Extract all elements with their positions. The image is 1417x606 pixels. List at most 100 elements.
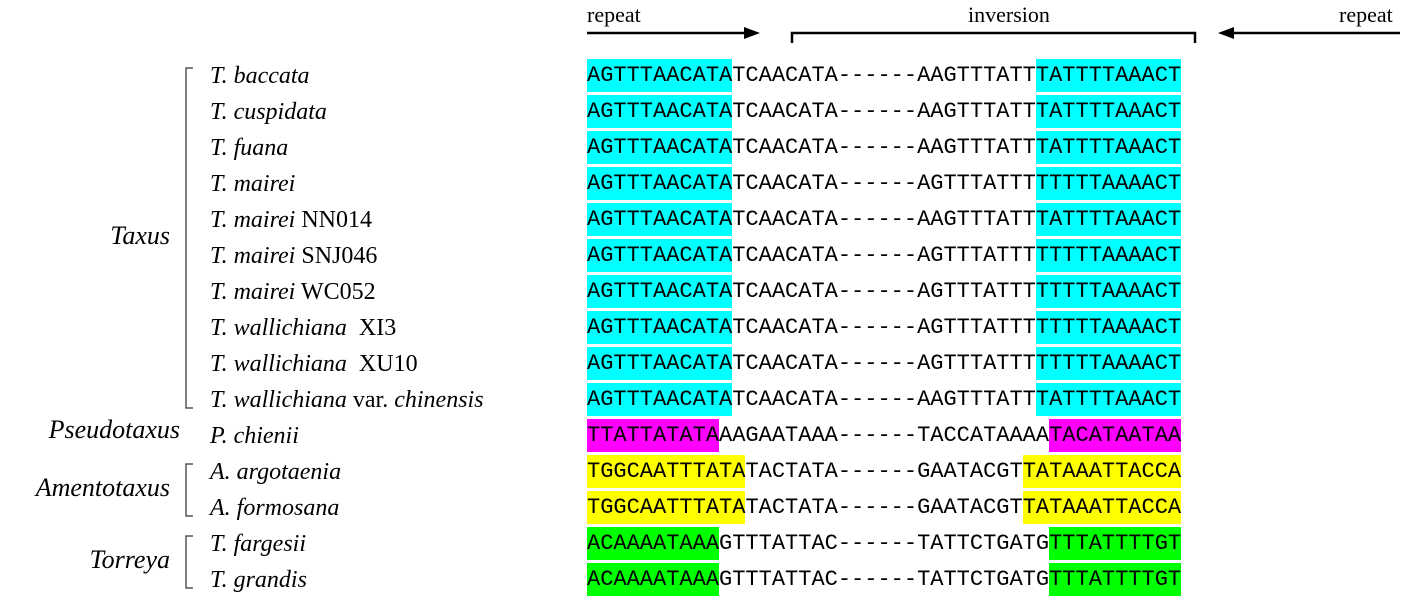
sequence-row: TTATTATATAAAGAATAAA------TACCATAAAATACAT… [587,419,1182,452]
repeat-right-segment: TTTTTAAAACT [1035,275,1182,308]
inversion-bracket [790,31,1197,43]
species-label: T. baccata [210,58,310,94]
repeat-right-segment: TATAAATTACCA [1022,491,1182,524]
genus-bracket [185,463,193,517]
repeat-right-segment: TTTTTAAAACT [1035,347,1182,380]
species-name-suffix: XU10 [346,351,418,377]
repeat-left-segment: AGTTTAACATA [587,95,733,128]
sequence-row: AGTTTAACATATCAACATA------AGTTTATTTTTTTTA… [587,347,1182,380]
species-name-italic: T. mairei [210,243,296,269]
repeat-left-segment: AGTTTAACATA [587,203,733,236]
sequence-row: ACAAAATAAAGTTTATTAC------TATTCTGATGTTTAT… [587,527,1182,560]
sequence-row: AGTTTAACATATCAACATA------AAGTTTATTTATTTT… [587,59,1182,92]
repeat-left-segment: TGGCAATTTATA [587,491,746,524]
species-label: T. wallichiana XI3 [210,310,396,346]
inversion-segment: TCAACATA------AGTTTATTT [732,351,1036,376]
sequence-row: TGGCAATTTATATACTATA------GAATACGTTATAAAT… [587,455,1182,488]
species-label: T. cuspidata [210,94,327,130]
species-name-suffix: SNJ046 [295,243,378,269]
inversion-segment: GTTTATTAC------TATTCTGATG [719,531,1050,556]
inversion-label: inversion [968,2,1050,27]
species-name-italic: T. baccata [210,63,310,89]
genus-label: Pseudotaxus [48,415,180,444]
sequence-row: AGTTTAACATATCAACATA------AAGTTTATTTATTTT… [587,95,1182,128]
inversion-segment: TACTATA------GAATACGT [745,495,1023,520]
inversion-segment: TCAACATA------AAGTTTATT [732,99,1036,124]
inversion-segment: TCAACATA------AGTTTATTT [732,279,1036,304]
repeat-right-segment: TATTTTAAACT [1035,131,1182,164]
species-label: T. mairei WC052 [210,274,376,310]
repeat-left-segment: AGTTTAACATA [587,59,733,92]
species-label: T. fargesii [210,526,306,562]
species-label: T. mairei SNJ046 [210,238,377,274]
species-name-italic: T. wallichiana [210,351,347,377]
repeat-left-segment: AGTTTAACATA [587,131,733,164]
species-name-italic: T. cuspidata [210,99,327,125]
repeat-right-arrowhead [1218,27,1234,39]
species-name-italic: T. grandis [210,567,307,593]
repeat-left-arrowhead [744,27,760,39]
inversion-segment: TCAACATA------AGTTTATTT [732,315,1036,340]
genus-bracket [185,67,193,409]
repeat-left-segment: AGTTTAACATA [587,275,733,308]
repeat-right-segment: TTTTTAAAACT [1035,311,1182,344]
inversion-segment: TCAACATA------AAGTTTATT [732,207,1036,232]
inversion-segment: TCAACATA------AAGTTTATT [732,135,1036,160]
repeat-left-segment: AGTTTAACATA [587,383,733,416]
species-name-italic: T. mairei [210,207,296,233]
species-name-suffix: WC052 [295,279,376,305]
sequence-row: AGTTTAACATATCAACATA------AGTTTATTTTTTTTA… [587,275,1182,308]
repeat-right-segment: TATTTTAAACT [1035,59,1182,92]
inversion-segment: TACTATA------GAATACGT [745,459,1023,484]
species-label: T. mairei [210,166,295,202]
genus-label: Torreya [89,545,170,574]
species-name-italic: A. formosana [210,495,340,521]
repeat-right-segment: TTTATTTTGT [1049,527,1182,560]
repeat-right-segment: TTTATTTTGT [1049,563,1182,596]
species-label: T. grandis [210,562,307,598]
species-name-suffix: XI3 [346,315,397,341]
inversion-segment: TCAACATA------AAGTTTATT [732,63,1036,88]
species-name-italic: P. chienii [210,423,299,449]
species-label: T. fuana [210,130,288,166]
repeat-right-segment: TATTTTAAACT [1035,383,1182,416]
species-name-italic: T. mairei [210,171,296,197]
species-label: T. wallichiana XU10 [210,346,418,382]
species-label: P. chienii [210,418,299,454]
sequence-row: AGTTTAACATATCAACATA------AGTTTATTTTTTTTA… [587,167,1182,200]
repeat-left-label: repeat [587,2,641,27]
inversion-segment: TCAACATA------AGTTTATTT [732,171,1036,196]
repeat-right-segment: TATTTTAAACT [1035,203,1182,236]
repeat-right-segment: TTTTTAAAACT [1035,239,1182,272]
repeat-right-segment: TTTTTAAAACT [1035,167,1182,200]
sequence-row: AGTTTAACATATCAACATA------AAGTTTATTTATTTT… [587,383,1182,416]
genus-label: Taxus [110,221,170,250]
species-name-italic: T. fargesii [210,531,307,557]
repeat-left-segment: ACAAAATAAA [587,563,720,596]
sequence-row: AGTTTAACATATCAACATA------AAGTTTATTTATTTT… [587,131,1182,164]
species-name-italic: T. fuana [210,135,289,161]
repeat-left-segment: AGTTTAACATA [587,167,733,200]
species-name-italic: T. wallichiana [210,387,347,413]
repeat-left-segment: TTATTATATA [587,419,720,452]
species-name-suffix: NN014 [295,207,373,233]
repeat-left-segment: AGTTTAACATA [587,311,733,344]
species-name-suffix: var. [346,387,395,413]
inversion-segment: AAGAATAAA------TACCATAAAA [719,423,1050,448]
repeat-left-segment: AGTTTAACATA [587,347,733,380]
species-name-italic: T. wallichiana [210,315,347,341]
species-label: T. wallichiana var. chinensis [210,382,484,418]
sequence-row: AGTTTAACATATCAACATA------AGTTTATTTTTTTTA… [587,239,1182,272]
inversion-segment: TCAACATA------AGTTTATTT [732,243,1036,268]
inversion-segment: GTTTATTAC------TATTCTGATG [719,567,1050,592]
species-label: A. argotaenia [210,454,341,490]
repeat-left-segment: TGGCAATTTATA [587,455,746,488]
inversion-segment: TCAACATA------AAGTTTATT [732,387,1036,412]
sequence-row: ACAAAATAAAGTTTATTAC------TATTCTGATGTTTAT… [587,563,1182,596]
genus-label: Amentotaxus [35,473,170,502]
species-name-italic: A. argotaenia [210,459,342,485]
repeat-right-segment: TACATAATAA [1049,419,1182,452]
species-name-variety: chinensis [394,387,484,413]
